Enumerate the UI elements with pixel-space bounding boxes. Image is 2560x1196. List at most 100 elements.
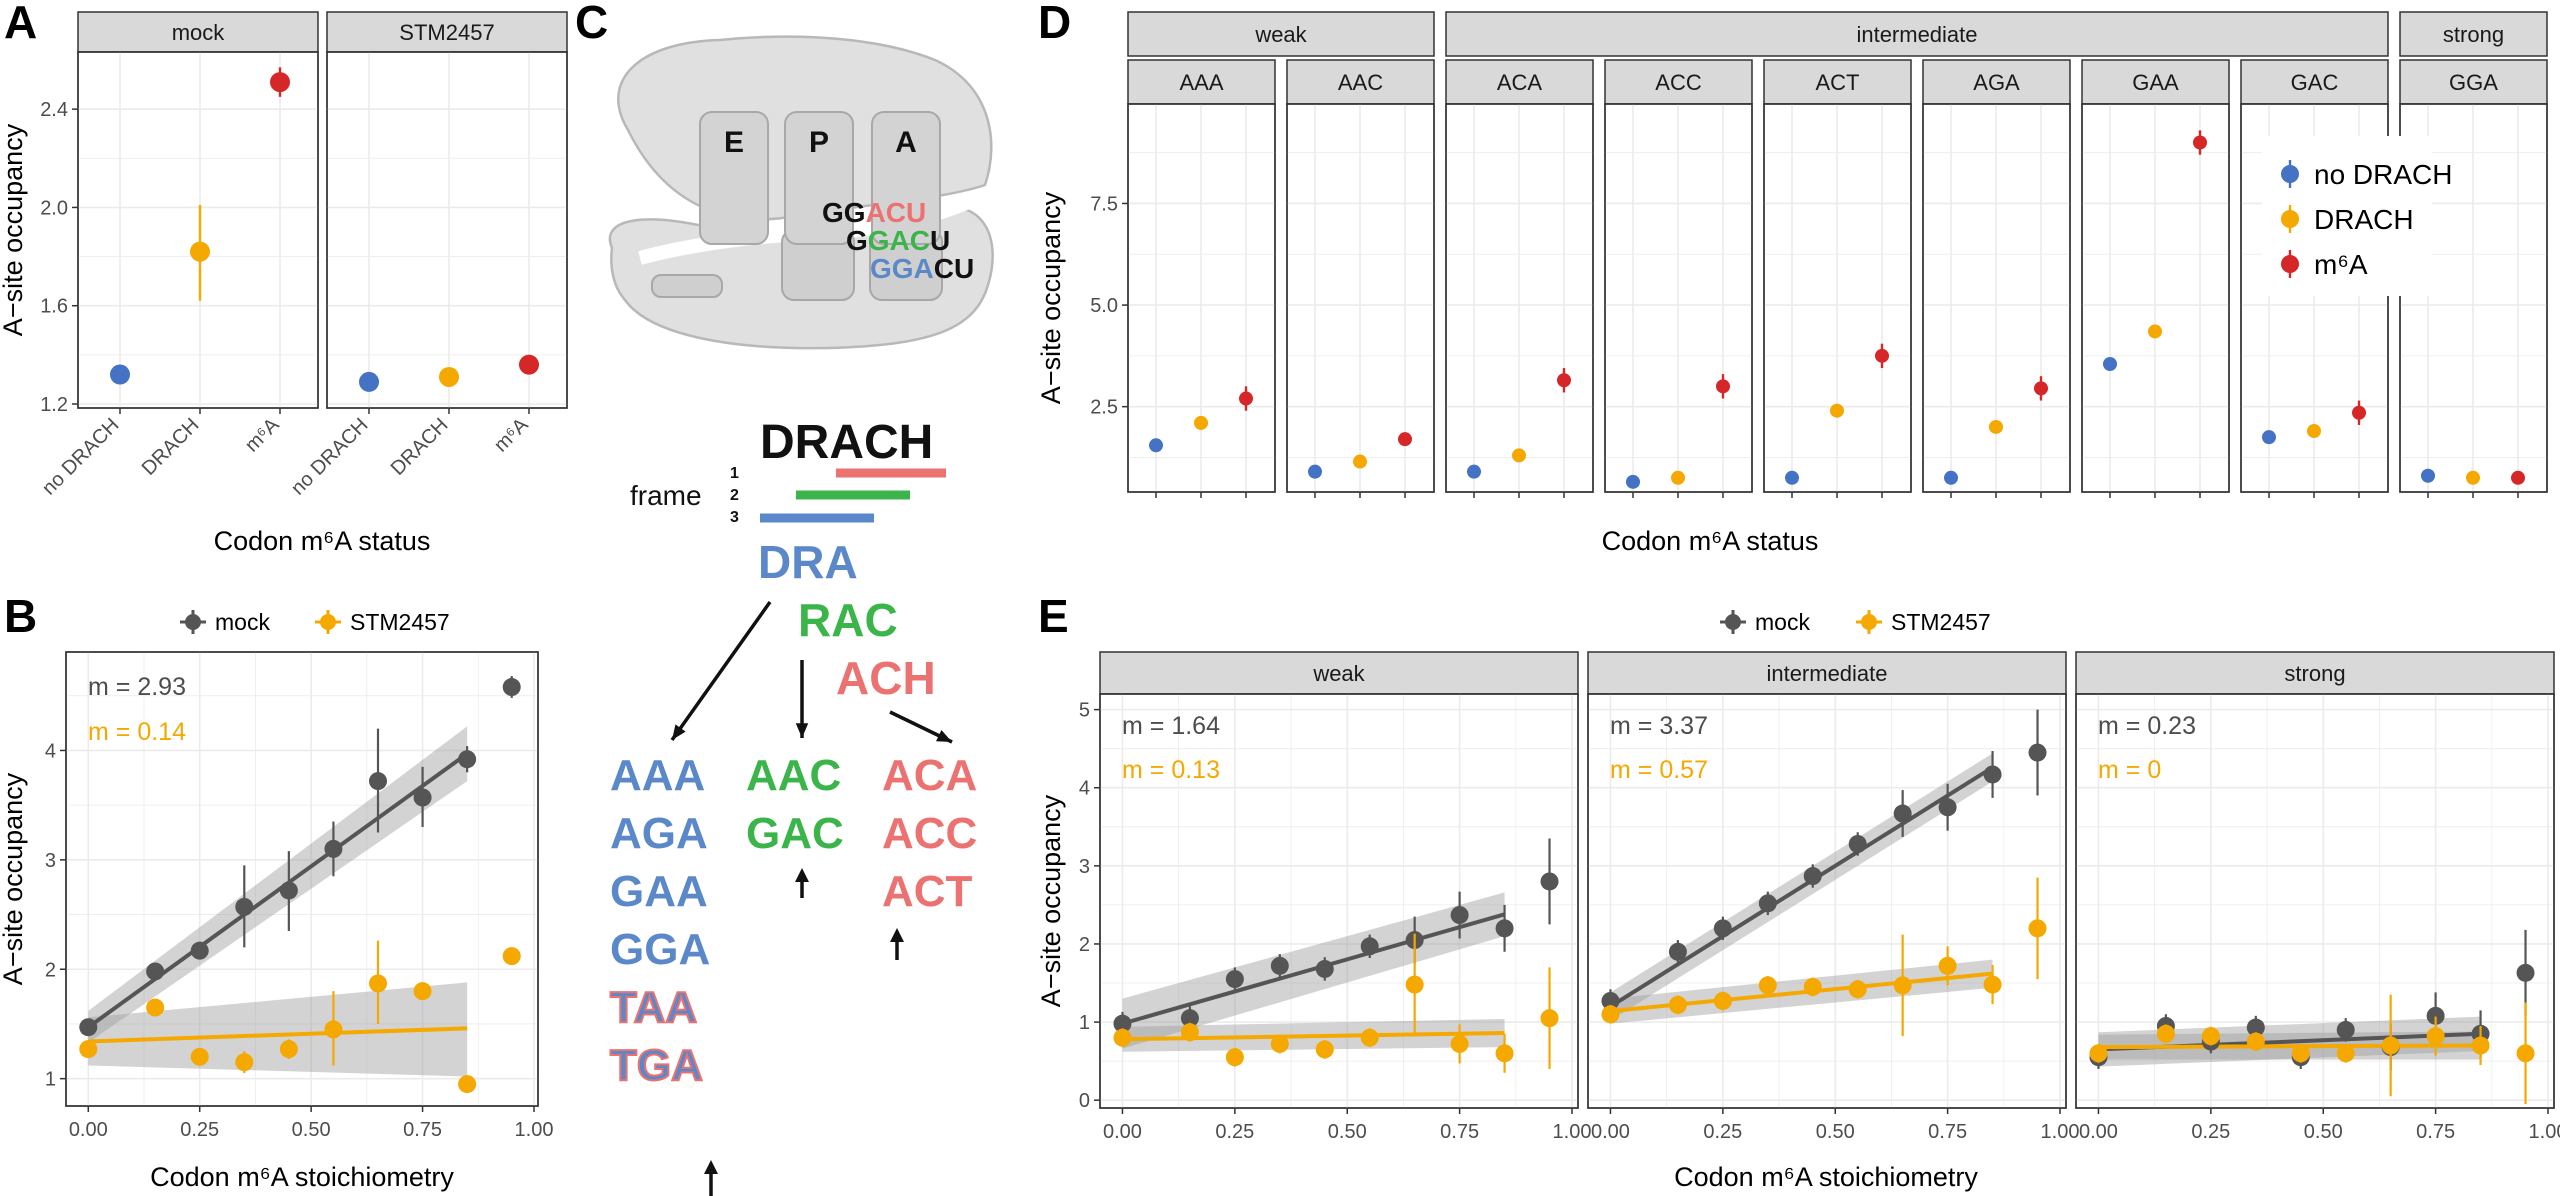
codon-frame-3-AAA: AAA (610, 751, 705, 800)
x-tick-label: 1.00 (2041, 1121, 2080, 1143)
data-point-mock (369, 772, 387, 791)
data-point-DRACH (2148, 324, 2162, 339)
x-tick-label: 0.25 (1215, 1121, 1254, 1143)
codon-segment: GGA (870, 253, 934, 284)
data-point-stm (1113, 1028, 1132, 1047)
data-point-stm (1983, 975, 2002, 994)
panel-e-2-strip (2075, 651, 2555, 695)
data-point-mock (279, 881, 298, 900)
data-point-mock (2426, 1006, 2445, 1025)
data-point-no DRACH (2103, 356, 2117, 371)
legend-stm-label: STM2457 (1891, 609, 1991, 635)
data-point-m⁶A (1716, 379, 1730, 394)
data-point-STM2457 (235, 1053, 254, 1072)
data-point-mock (146, 962, 165, 981)
panel-d-codon-3-strip-label: ACC (1655, 70, 1702, 95)
data-point-no DRACH (359, 371, 379, 392)
codon-frame-1-ACA: ACA (882, 751, 977, 800)
data-point-stm (1360, 1028, 1379, 1047)
y-axis-title: A−site occupancy (0, 123, 28, 336)
data-point-DRACH (439, 366, 459, 387)
x-axis-title: Codon m⁶A stoichiometry (150, 1162, 454, 1192)
codon-frame-3-AGA: AGA (610, 809, 708, 858)
codon-row-2: GGACU (870, 253, 974, 284)
data-point-stm (2156, 1024, 2175, 1043)
arrow-frame-2-head (795, 723, 809, 738)
legend-stm-label: STM2457 (350, 609, 450, 635)
panel-e-2-strip-label: strong (2284, 661, 2345, 686)
data-point-m⁶A (2352, 405, 2366, 420)
x-tick-label: 0.00 (1591, 1121, 1630, 1143)
arrow-up-act-head (890, 928, 904, 942)
y-tick-label: 2.4 (40, 99, 68, 121)
site-A-slot (871, 111, 941, 245)
site-P-slot (784, 111, 854, 245)
codon-frame-3-GGA: GGA (610, 925, 710, 974)
data-point-mock (1113, 1014, 1132, 1033)
panel-a-1-strip-label: STM2457 (399, 20, 494, 45)
panel-a-facet-1 (326, 51, 568, 409)
arrow-up-tga-head (704, 1160, 718, 1174)
data-point-m⁶A (1557, 373, 1571, 388)
site-E-slot (699, 111, 769, 245)
data-point-mock (2246, 1018, 2265, 1037)
panel-e-chart: mock STM2457 weak m = 1.64 m = 0.13 0.00 0.25 0… (1036, 609, 2560, 1192)
legend-label-0: no DRACH (2314, 159, 2452, 190)
fit-line-mock (1121, 912, 1506, 1026)
arrow-up-gac-head (795, 868, 809, 882)
data-point-no DRACH (110, 364, 130, 385)
panel-d-codon-6-strip (2081, 59, 2230, 105)
data-point-mock (1315, 959, 1334, 978)
data-point-mock (79, 1018, 98, 1037)
data-point-mock (1495, 919, 1514, 938)
codon-frame-3-TAA: TAA (610, 983, 697, 1032)
data-point-mock (2516, 963, 2535, 982)
panel-e-0-strip-label: weak (1312, 661, 1365, 686)
x-tick-label: 0.00 (1103, 1121, 1142, 1143)
codon-frame-3-GAA: GAA (610, 867, 708, 916)
data-point-STM2457 (190, 1047, 209, 1066)
legend-dot (2281, 255, 2299, 273)
fit-line-stm (2098, 1043, 2481, 1050)
slope-mock-1: m = 3.37 (1610, 712, 1708, 740)
data-point-stm (1848, 980, 1867, 999)
panel-border (65, 651, 539, 1107)
panel-a-0-strip-label: mock (172, 20, 226, 45)
data-point-mock (1450, 906, 1469, 925)
data-point-stm (2426, 1027, 2445, 1046)
data-point-STM2457 (369, 974, 387, 993)
x-axis-title: Codon m⁶A status (1602, 526, 1819, 556)
x-axis-title: Codon m⁶A stoichiometry (1674, 1162, 1978, 1192)
panel-a-0-strip (77, 11, 319, 53)
legend-label-1: DRACH (2314, 204, 2414, 235)
triplet-frame-1: ACH (836, 652, 936, 704)
panel-d-codon-2-strip (1445, 59, 1594, 105)
y-tick-label: 3 (45, 850, 56, 872)
panel-d-codon-4-strip-label: ACT (1816, 70, 1860, 95)
arrow-frame-3-head (672, 724, 686, 740)
data-point-stm (2291, 1044, 2310, 1063)
data-point-DRACH (1512, 448, 1526, 463)
data-point-DRACH (1830, 403, 1844, 418)
x-tick-label: 0.50 (1816, 1121, 1855, 1143)
legend-stm-dot (1861, 614, 1877, 630)
data-point-stm (1450, 1034, 1469, 1053)
data-point-stm (2246, 1032, 2265, 1051)
x-tick-label: 0.00 (2079, 1121, 2118, 1143)
x-tick-label: no DRACH (287, 414, 373, 500)
triplet-frame-2: RAC (798, 594, 898, 646)
codon-segment: GAC (868, 225, 930, 256)
data-point-stm (1803, 977, 1822, 996)
panel-d-codon-5-strip-label: AGA (1973, 70, 2020, 95)
panel-d-codon-1-strip-label: AAC (1338, 70, 1383, 95)
data-point-mock (1360, 937, 1379, 956)
data-point-stm (1270, 1034, 1289, 1053)
codon-frame-2-AAC: AAC (746, 751, 841, 800)
data-point-mock (1893, 804, 1912, 823)
data-point-stm (1405, 975, 1424, 994)
data-point-stm (1225, 1048, 1244, 1067)
y-tick-label: 5.0 (1090, 295, 1118, 317)
data-point-stm (1540, 1009, 1559, 1028)
data-point-no DRACH (1467, 464, 1481, 479)
y-axis-title: A−site occupancy (1036, 794, 1066, 1007)
